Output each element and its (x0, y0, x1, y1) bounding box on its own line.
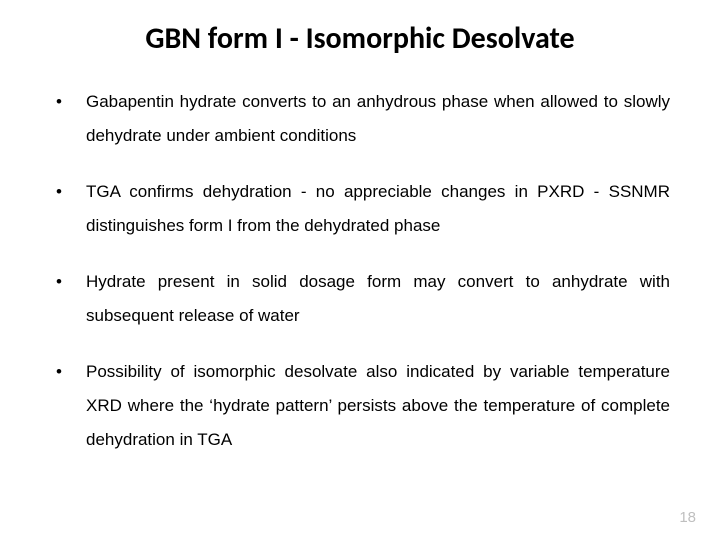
list-item: Possibility of isomorphic desolvate also… (50, 355, 670, 457)
slide-title: GBN form I - Isomorphic Desolvate (50, 20, 670, 57)
page-number: 18 (679, 509, 696, 526)
list-item: Hydrate present in solid dosage form may… (50, 265, 670, 333)
slide: GBN form I - Isomorphic Desolvate Gabape… (0, 0, 720, 540)
list-item: Gabapentin hydrate converts to an anhydr… (50, 85, 670, 153)
bullet-list: Gabapentin hydrate converts to an anhydr… (50, 85, 670, 457)
list-item: TGA confirms dehydration - no appreciabl… (50, 175, 670, 243)
